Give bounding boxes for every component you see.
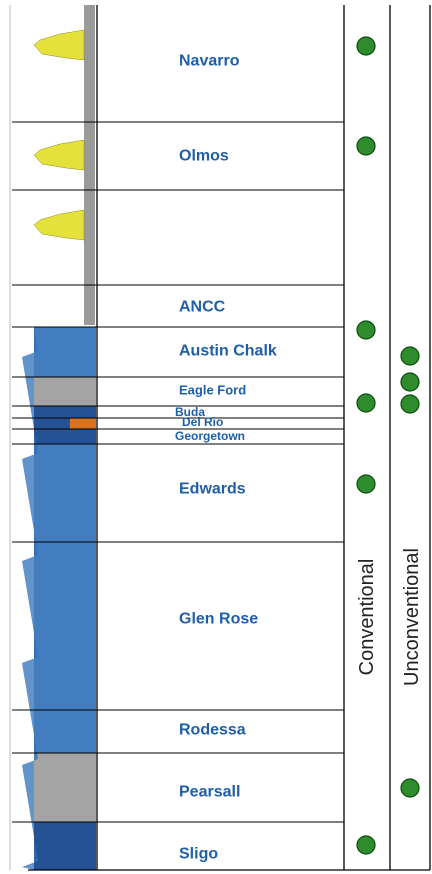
conventional-marker xyxy=(356,835,376,855)
conventional-marker xyxy=(356,474,376,494)
formation-label: Austin Chalk xyxy=(179,343,277,360)
log-sand-spike xyxy=(33,29,85,61)
log-lithology-fill xyxy=(34,822,96,870)
log-lithology-fill xyxy=(34,377,96,406)
conventional-marker xyxy=(356,320,376,340)
unconventional-marker xyxy=(400,394,420,414)
conventional-marker xyxy=(356,36,376,56)
formation-label: Eagle Ford xyxy=(179,383,246,398)
log-lithology-fill xyxy=(34,710,96,753)
log-lithology-fill xyxy=(34,753,96,822)
formation-labels: Navarro Olmos ANCC Austin Chalk Eagle Ford Bu… xyxy=(175,53,277,863)
well-log-strip xyxy=(9,5,96,870)
formation-label: ANCC xyxy=(179,299,226,316)
log-lithology-fill xyxy=(34,444,96,542)
log-lithology-fill xyxy=(34,429,96,444)
column-frame xyxy=(28,5,431,871)
formation-boundaries xyxy=(12,121,344,823)
conventional-column-label: Conventional xyxy=(356,559,378,676)
formation-label: Edwards xyxy=(179,481,246,498)
unconventional-marker xyxy=(400,346,420,366)
formation-label: Del Rio xyxy=(182,415,223,429)
log-lithology-fill xyxy=(34,542,96,710)
formation-label: Pearsall xyxy=(179,784,240,801)
unconventional-column-label: Unconventional xyxy=(401,548,423,686)
play-markers xyxy=(356,36,420,855)
log-sand-spike xyxy=(33,139,85,171)
formation-label: Navarro xyxy=(179,53,240,70)
unconventional-marker xyxy=(400,372,420,392)
conventional-marker xyxy=(356,393,376,413)
formation-label: Sligo xyxy=(179,846,218,863)
formation-label: Glen Rose xyxy=(179,611,258,628)
log-gray-track xyxy=(84,5,95,325)
formation-label: Buda xyxy=(175,405,205,419)
log-curve-edge xyxy=(22,327,38,870)
formation-label: Olmos xyxy=(179,148,229,165)
conventional-marker xyxy=(356,136,376,156)
unconventional-marker xyxy=(400,778,420,798)
formation-label: Rodessa xyxy=(179,722,246,739)
log-lithology-fill xyxy=(34,327,96,377)
log-sand-spike xyxy=(33,209,85,241)
log-accent xyxy=(70,418,96,429)
formation-label: Georgetown xyxy=(175,429,245,443)
